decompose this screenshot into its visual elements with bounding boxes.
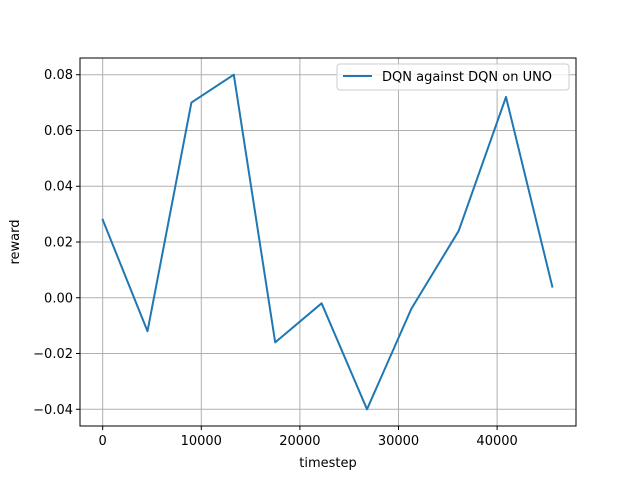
x-tick-label: 0 xyxy=(99,434,107,449)
y-tick-label: 0.04 xyxy=(44,180,73,195)
y-tick-label: 0.00 xyxy=(44,291,73,306)
x-tick-label: 10000 xyxy=(181,434,222,449)
y-tick-label: 0.02 xyxy=(44,236,73,251)
legend-label: DQN against DQN on UNO xyxy=(382,70,552,85)
y-tick-label: −0.02 xyxy=(33,347,73,362)
x-tick-label: 40000 xyxy=(476,434,517,449)
legend-box xyxy=(336,63,570,91)
x-tick-label: 30000 xyxy=(378,434,419,449)
y-tick-label: 0.06 xyxy=(44,124,73,139)
x-axis-label: timestep xyxy=(299,456,357,471)
series-line xyxy=(101,73,554,411)
y-axis-label: reward xyxy=(8,219,23,264)
legend: DQN against DQN on UNO xyxy=(336,63,570,91)
y-tick-label: 0.08 xyxy=(44,68,73,83)
axis-ticks: 0 10000 20000 30000 40000 −0.04 −0.02 0.00 0.02 0… xyxy=(33,68,518,449)
data-series xyxy=(101,73,554,411)
plot-area-frame xyxy=(79,57,577,427)
y-tick-label: −0.04 xyxy=(33,403,73,418)
x-tick-label: 20000 xyxy=(279,434,320,449)
